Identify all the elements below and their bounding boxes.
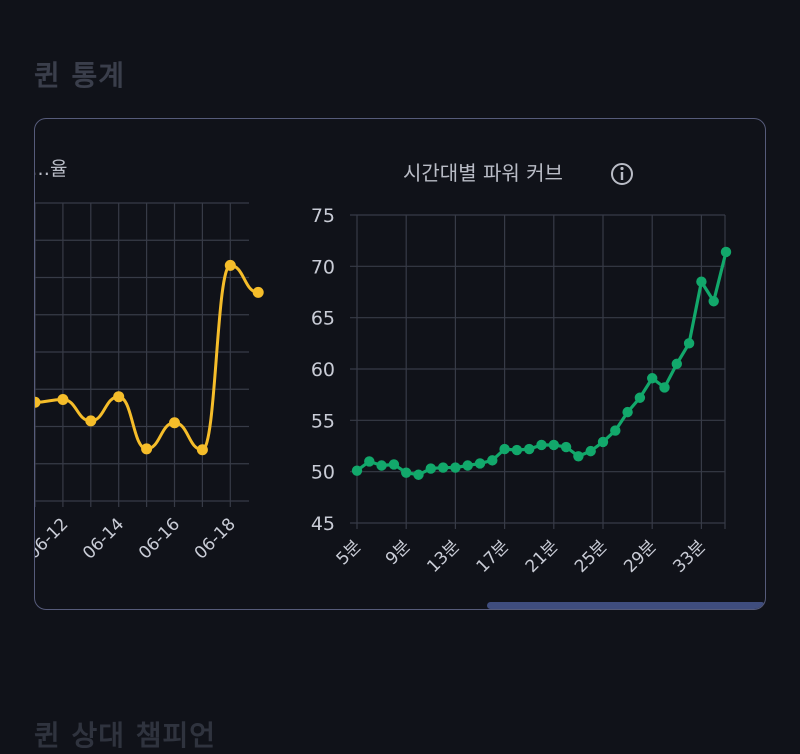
power-data-point[interactable] (511, 444, 523, 456)
power-data-point[interactable] (437, 462, 449, 473)
carousel-scrollbar-thumb[interactable] (487, 602, 765, 609)
left-data-point[interactable] (141, 443, 153, 455)
power-data-point[interactable] (401, 467, 412, 478)
power-x-tick-label: 5분 (333, 536, 366, 569)
power-data-point[interactable] (376, 460, 387, 471)
power-data-point[interactable] (450, 462, 461, 473)
power-y-tick-label: 50 (311, 462, 335, 484)
left-chart-title: …율 (35, 158, 67, 180)
left-x-tick-label: 06-18 (191, 514, 240, 563)
left-data-point[interactable] (224, 259, 236, 271)
power-x-tick-label: 29분 (620, 536, 661, 577)
left-data-point[interactable] (196, 444, 208, 456)
power-curve-y-axis: 45 50 55 60 65 70 75 (311, 205, 335, 535)
power-data-point[interactable] (462, 460, 473, 471)
left-series-points (35, 259, 264, 456)
left-data-point[interactable] (113, 391, 125, 403)
power-data-point[interactable] (683, 338, 695, 349)
power-data-point[interactable] (425, 463, 436, 474)
power-data-point[interactable] (548, 439, 559, 451)
left-data-point[interactable] (35, 396, 41, 408)
power-x-tick-label: 21분 (522, 536, 563, 577)
left-data-point[interactable] (252, 286, 264, 298)
power-curve-x-axis: 5분 9분 13분 17분 21분 25분 29분 33분 (333, 536, 710, 577)
power-data-point[interactable] (364, 456, 375, 467)
power-data-point[interactable] (597, 436, 609, 448)
left-data-point[interactable] (57, 393, 69, 405)
power-data-point[interactable] (610, 425, 621, 436)
left-series-line (35, 263, 259, 452)
section-title: 퀸 통계 (34, 59, 126, 92)
left-x-tick-label: 06-12 (35, 514, 72, 563)
power-data-point[interactable] (499, 443, 510, 455)
power-data-point[interactable] (573, 451, 584, 462)
power-data-point[interactable] (560, 441, 572, 453)
left-data-point[interactable] (169, 417, 180, 429)
power-data-point[interactable] (487, 455, 498, 466)
power-curve-points (351, 246, 732, 480)
info-circle-icon[interactable] (611, 163, 633, 185)
power-x-tick-label: 25분 (571, 536, 612, 577)
power-data-point[interactable] (659, 382, 670, 393)
power-x-tick-label: 17분 (473, 536, 514, 577)
power-data-point[interactable] (622, 406, 633, 418)
next-section-title: 퀸 상대 챔피언 (34, 719, 217, 752)
power-x-tick-label: 33분 (669, 536, 710, 577)
power-data-point[interactable] (524, 443, 535, 455)
left-x-tick-label: 06-14 (79, 514, 128, 563)
power-y-tick-label: 55 (311, 410, 335, 432)
power-data-point[interactable] (696, 276, 707, 287)
power-data-point[interactable] (708, 296, 719, 307)
power-data-point[interactable] (474, 458, 486, 469)
left-data-point[interactable] (85, 415, 97, 427)
power-y-tick-label: 70 (311, 256, 335, 278)
power-y-tick-label: 75 (311, 205, 335, 227)
power-y-tick-label: 60 (311, 359, 335, 381)
power-data-point[interactable] (585, 445, 596, 457)
left-chart-grid (35, 202, 249, 507)
left-chart-x-axis: 06-12 06-14 06-16 06-18 (35, 514, 240, 563)
power-data-point[interactable] (388, 459, 400, 470)
power-data-point[interactable] (647, 373, 658, 384)
power-x-tick-label: 13분 (423, 536, 464, 577)
power-data-point[interactable] (634, 392, 646, 403)
power-data-point[interactable] (536, 439, 547, 451)
power-y-tick-label: 45 (311, 513, 335, 535)
left-x-tick-label: 06-16 (135, 514, 184, 563)
power-curve-grid (350, 214, 726, 529)
power-data-point[interactable] (413, 469, 424, 480)
power-y-tick-label: 65 (311, 308, 335, 330)
power-data-point[interactable] (351, 465, 363, 476)
power-curve-title: 시간대별 파워 커브 (403, 161, 563, 185)
power-data-point[interactable] (720, 246, 732, 258)
power-x-tick-label: 9분 (382, 536, 415, 569)
power-data-point[interactable] (671, 358, 682, 370)
